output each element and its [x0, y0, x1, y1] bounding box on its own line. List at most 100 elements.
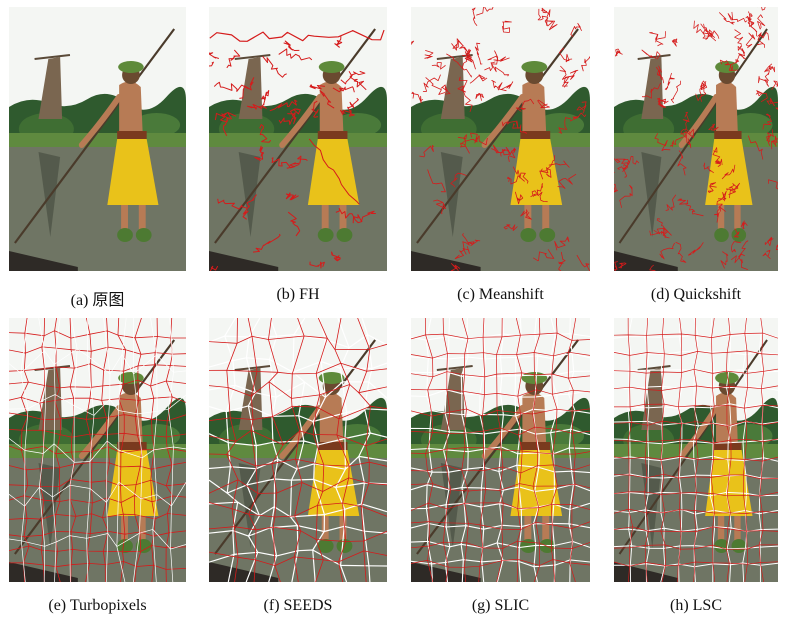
boundary-line — [576, 254, 590, 271]
grass — [411, 133, 590, 147]
boundary-line — [286, 155, 308, 169]
superpixel-boundaries — [411, 7, 590, 271]
boundary-line — [9, 330, 186, 339]
boundary-line — [209, 29, 385, 42]
boundary-line — [287, 108, 301, 119]
boundary-line — [442, 318, 452, 582]
boundary-line — [532, 318, 541, 582]
boundary-line — [9, 394, 186, 416]
boundary-line — [291, 318, 305, 582]
boundary-line — [727, 11, 748, 23]
boundary-line — [734, 29, 744, 46]
panel-b-image — [209, 7, 387, 271]
hut — [38, 368, 63, 430]
boundary-line — [762, 113, 772, 130]
leg — [734, 516, 741, 552]
boundary-line — [544, 17, 558, 31]
boundary-line — [541, 7, 551, 17]
boundary-line — [733, 228, 740, 238]
pole — [214, 28, 377, 244]
boundary-line — [745, 15, 758, 37]
boundary-line — [537, 99, 550, 109]
panel-f-caption: (f) SEEDS — [263, 597, 333, 614]
boundary-line — [707, 182, 717, 193]
head-wreath — [521, 61, 548, 73]
boundary-line — [581, 56, 590, 72]
boundary-line — [85, 318, 93, 582]
leg — [321, 516, 329, 552]
boundary-line — [9, 429, 186, 438]
boundary-line — [718, 12, 735, 25]
boundary-line — [308, 138, 360, 205]
head-wreath — [318, 372, 345, 384]
boundary-line — [688, 242, 704, 256]
boundary-line — [9, 481, 186, 507]
boundary-line — [768, 179, 778, 190]
boundary-line — [559, 65, 570, 87]
boundary-line — [334, 318, 351, 582]
boundary-line — [745, 32, 756, 49]
boundary-line — [422, 74, 441, 92]
boundary-line — [670, 80, 681, 104]
head-wreath — [118, 372, 144, 384]
boundary-line — [209, 265, 219, 271]
boundary-line — [340, 109, 355, 117]
boundary-line — [614, 261, 618, 271]
boundary-line — [743, 318, 748, 582]
boundary-line — [52, 318, 61, 582]
hut-reflection — [38, 152, 61, 237]
boundary-line — [614, 158, 629, 164]
boundary-line — [559, 47, 573, 63]
boundary-line — [491, 80, 503, 91]
boundary-line — [622, 164, 629, 178]
boundary-line — [709, 318, 716, 582]
boundary-line — [9, 363, 186, 372]
head-wreath — [318, 61, 345, 73]
boundary-line — [512, 166, 529, 184]
hut-pole — [436, 365, 473, 371]
boundary-line — [459, 45, 476, 70]
boundary-line — [167, 318, 174, 582]
boundary-line — [20, 318, 30, 582]
arm — [78, 94, 123, 148]
superpixel-boundaries — [614, 318, 778, 582]
boundary-line — [226, 49, 241, 69]
ankle-leaves — [714, 539, 729, 553]
boundary-line — [239, 77, 255, 99]
grass — [9, 133, 186, 147]
boundary-line — [311, 100, 319, 118]
boundary-line — [468, 239, 481, 246]
boundary-line — [419, 145, 434, 158]
boundary-line — [9, 438, 186, 463]
hut-reflection — [440, 463, 463, 548]
panel-d-caption: (d) Quickshift — [650, 286, 742, 303]
hut-pole — [234, 365, 271, 371]
boundary-line — [653, 227, 672, 237]
boundary-line — [9, 346, 186, 355]
boundary-line — [431, 62, 446, 70]
panel-c-caption: (c) Meanshift — [457, 286, 544, 303]
torso — [319, 81, 344, 135]
scene — [209, 7, 387, 271]
hut — [440, 57, 465, 119]
boundary-line — [9, 412, 186, 422]
boundary-line — [677, 150, 687, 176]
boundary-line — [117, 318, 127, 582]
panel-d-drawing — [614, 7, 778, 271]
panel-b-caption: (b) FH — [276, 286, 320, 303]
boundary-line — [719, 59, 738, 71]
ankle-leaves — [539, 228, 556, 242]
boundary-line — [762, 249, 771, 259]
boundary-line — [9, 530, 186, 537]
boundary-line — [357, 318, 371, 582]
boundary-line — [703, 162, 714, 174]
boundary-line — [533, 249, 555, 262]
boundary-line — [627, 318, 634, 582]
boundary-line — [649, 230, 670, 239]
boundary-line — [283, 40, 300, 51]
boundary-line — [742, 318, 748, 582]
boundary-line — [700, 23, 717, 42]
boundary-line — [424, 50, 434, 59]
panel-c-drawing — [411, 7, 590, 271]
boundary-line — [352, 210, 376, 224]
